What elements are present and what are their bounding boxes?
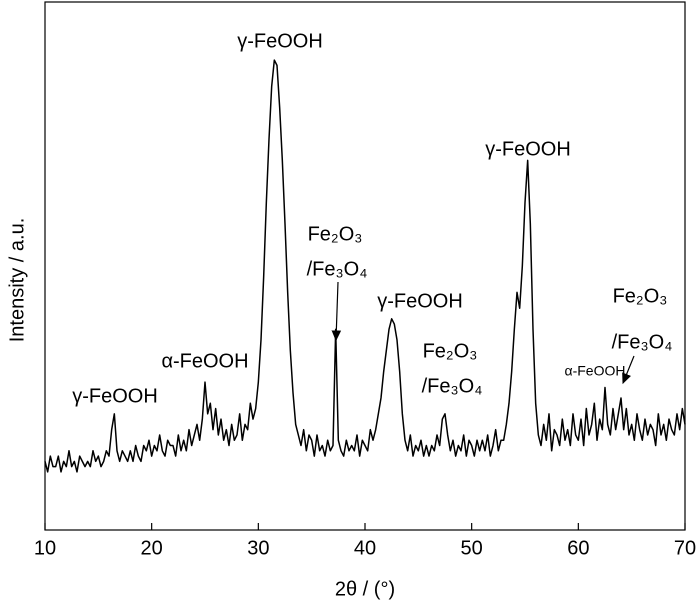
xrd-line (44, 59, 686, 473)
x-tick-label: 20 (141, 537, 163, 559)
annotation: /Fe₃O₄ (612, 331, 673, 353)
y-axis-label: Intensity / a.u. (6, 218, 28, 343)
x-tick-label: 50 (461, 537, 483, 559)
x-tick-label: 60 (567, 537, 589, 559)
arrow (622, 355, 635, 385)
annotation: γ-FeOOH (237, 30, 323, 52)
annotation: /Fe₃O₄ (307, 258, 368, 280)
annotation: /Fe₃O₄ (422, 375, 483, 397)
annotation: γ-FeOOH (485, 138, 571, 160)
annotation: Fe₂O₃ (613, 285, 668, 307)
annotation: Fe₂O₃ (308, 223, 363, 245)
annotation: α-FeOOH (565, 363, 626, 379)
annotation: γ-FeOOH (377, 290, 463, 312)
x-tick-label: 30 (247, 537, 269, 559)
annotation: γ-FeOOH (72, 385, 158, 407)
x-tick-label: 10 (34, 537, 56, 559)
annotation: Fe₂O₃ (423, 340, 478, 362)
x-axis-label: 2θ / (°) (335, 578, 395, 600)
x-tick-label: 40 (354, 537, 376, 559)
annotation: α-FeOOH (161, 350, 248, 372)
x-tick-label: 70 (674, 537, 696, 559)
